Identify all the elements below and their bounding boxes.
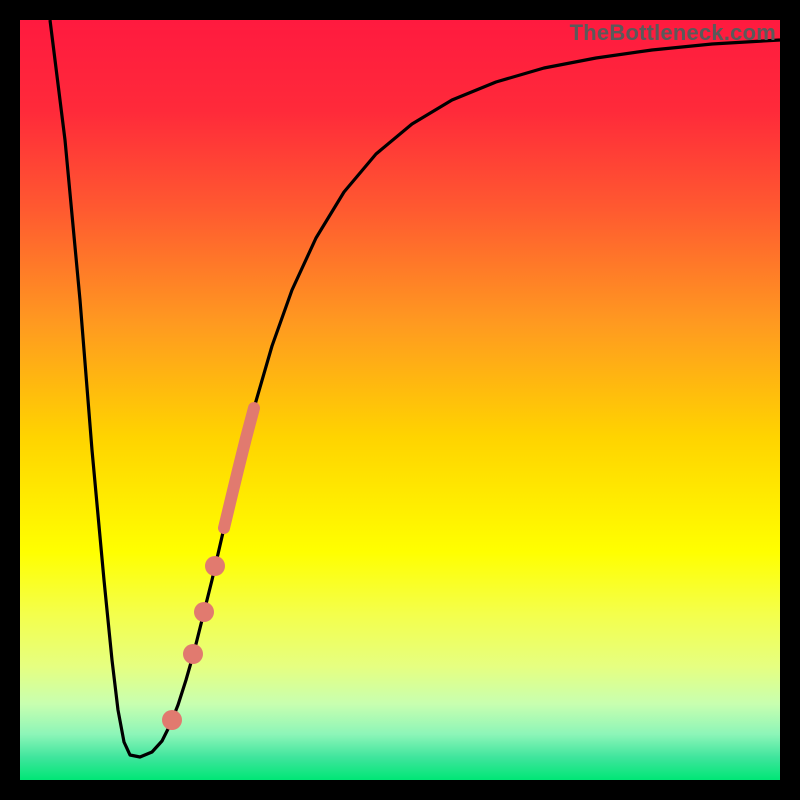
- data-marker: [205, 556, 225, 576]
- data-markers: [162, 556, 225, 730]
- chart-container: TheBottleneck.com: [0, 0, 800, 800]
- chart-overlay: [20, 20, 780, 780]
- bottleneck-curve: [50, 20, 780, 757]
- data-marker: [194, 602, 214, 622]
- highlight-segment: [224, 408, 254, 528]
- watermark-text: TheBottleneck.com: [570, 20, 776, 46]
- plot-area: TheBottleneck.com: [20, 20, 780, 780]
- data-marker: [183, 644, 203, 664]
- data-marker: [162, 710, 182, 730]
